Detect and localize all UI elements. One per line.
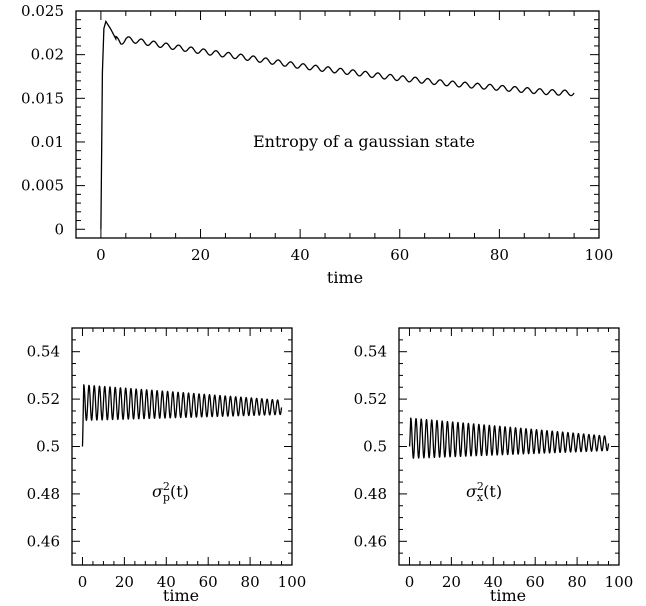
entropy-x-tick-label: 20 xyxy=(191,246,210,264)
entropy-x-tick-label: 100 xyxy=(585,246,614,264)
sigma-x-y-tick-label: 0.54 xyxy=(354,343,387,361)
sigma-x-x-tick-label: 100 xyxy=(605,573,634,591)
entropy-x-tick-labels: 0 20 40 60 80 100 xyxy=(96,246,613,264)
sigma-x-y-tick-label: 0.5 xyxy=(363,438,387,456)
sigma-x-x-tick-label: 40 xyxy=(484,573,503,591)
entropy-y-tick-label: 0.01 xyxy=(31,133,64,151)
sigma-p-series-line xyxy=(81,384,283,447)
sigma-x-y-tick-label: 0.52 xyxy=(354,390,387,408)
sigma-x-axis-ticks xyxy=(398,327,620,566)
sigma-p-y-tick-label: 0.5 xyxy=(36,438,60,456)
entropy-y-tick-label: 0.005 xyxy=(21,177,64,195)
sigma-p-plot-frame xyxy=(71,327,293,566)
sigma-p-x-tick-label: 100 xyxy=(278,573,307,591)
sigma-p-x-tick-labels: 0 20 40 60 80 100 xyxy=(78,573,307,591)
entropy-axis-ticks xyxy=(75,10,600,239)
sigma-p-y-tick-label: 0.54 xyxy=(27,343,60,361)
sigma-p-axis-ticks xyxy=(71,327,293,566)
entropy-y-tick-label: 0.025 xyxy=(21,2,64,20)
sigma-p-x-axis-label: time xyxy=(163,586,199,605)
sigma-x-x-tick-label: 80 xyxy=(568,573,587,591)
sigma-p-x-tick-label: 40 xyxy=(157,573,176,591)
sigma-x-y-tick-label: 0.48 xyxy=(354,485,387,503)
entropy-x-tick-label: 60 xyxy=(390,246,409,264)
sigma-p-annotation: σ2 p(t) xyxy=(152,480,189,504)
entropy-x-axis-label: time xyxy=(327,268,363,287)
entropy-plot-frame xyxy=(75,10,600,239)
sigma-x-x-tick-label: 20 xyxy=(442,573,461,591)
entropy-y-tick-label: 0.02 xyxy=(31,46,64,64)
entropy-series-line xyxy=(100,19,575,230)
sigma-p-chart: 0 20 40 60 80 100 0.460.480.50.520.54 σ2 p(t) … xyxy=(27,327,307,605)
sigma-x-x-tick-label: 0 xyxy=(405,573,415,591)
entropy-x-tick-label: 80 xyxy=(490,246,509,264)
sigma-x-x-tick-label: 60 xyxy=(526,573,545,591)
sigma-x-x-tick-labels: 0 20 40 60 80 100 xyxy=(405,573,634,591)
entropy-y-tick-label: 0.015 xyxy=(21,89,64,107)
entropy-x-tick-label: 0 xyxy=(96,246,106,264)
sigma-x-x-axis-label: time xyxy=(490,586,526,605)
sigma-x-annotation: σ2 x(t) xyxy=(466,480,502,504)
sigma-p-x-tick-label: 0 xyxy=(78,573,88,591)
sigma-p-y-tick-label: 0.46 xyxy=(27,532,60,550)
entropy-y-tick-label: 0 xyxy=(54,220,64,238)
sigma-p-y-tick-label: 0.48 xyxy=(27,485,60,503)
sigma-p-x-tick-label: 20 xyxy=(115,573,134,591)
sigma-x-y-tick-labels: 0.46 0.48 0.5 0.52 0.54 xyxy=(354,343,387,551)
sigma-p-y-tick-labels: 0.46 0.48 0.5 0.52 0.54 xyxy=(27,343,60,551)
sigma-x-series-line xyxy=(408,417,610,459)
entropy-x-tick-label: 40 xyxy=(291,246,310,264)
entropy-chart: 0 20 40 60 80 100 0 0.005 0.01 0.015 0.02 0.025 En… xyxy=(21,2,613,287)
sigma-x-chart: 0 20 40 60 80 100 0.460.480.50.520.54 σ2 x(t) … xyxy=(354,327,634,605)
sigma-p-y-tick-label: 0.52 xyxy=(27,390,60,408)
sigma-p-x-tick-label: 60 xyxy=(199,573,218,591)
entropy-annotation: Entropy of a gaussian state xyxy=(253,132,475,151)
sigma-x-y-tick-label: 0.46 xyxy=(354,532,387,550)
sigma-p-x-tick-label: 80 xyxy=(241,573,260,591)
entropy-y-tick-labels: 0 0.005 0.01 0.015 0.02 0.025 xyxy=(21,2,64,238)
